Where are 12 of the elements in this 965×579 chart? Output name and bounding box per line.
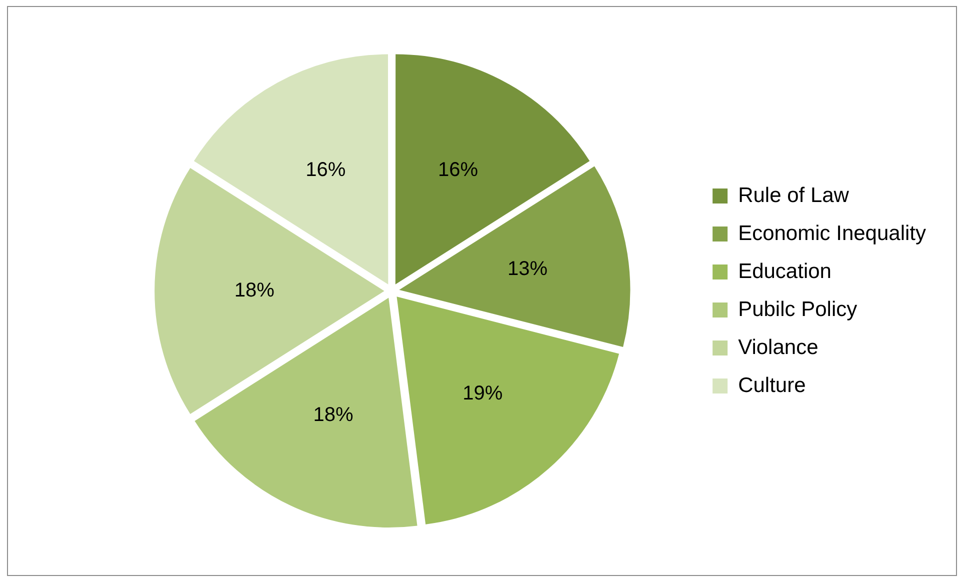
data-label: 18% xyxy=(313,404,354,426)
legend-label: Culture xyxy=(738,374,806,397)
data-label: 18% xyxy=(234,280,275,302)
data-label: 13% xyxy=(507,258,548,280)
legend-label: Economic Inequality xyxy=(738,222,926,245)
data-label: 16% xyxy=(306,159,346,182)
legend-label: Rule of Law xyxy=(738,184,850,207)
legend-label: Pubilc Policy xyxy=(738,298,858,321)
data-label: 19% xyxy=(462,382,503,405)
legend-label: Education xyxy=(738,260,832,283)
data-label: 16% xyxy=(438,159,478,182)
legend-label: Violance xyxy=(738,336,818,359)
